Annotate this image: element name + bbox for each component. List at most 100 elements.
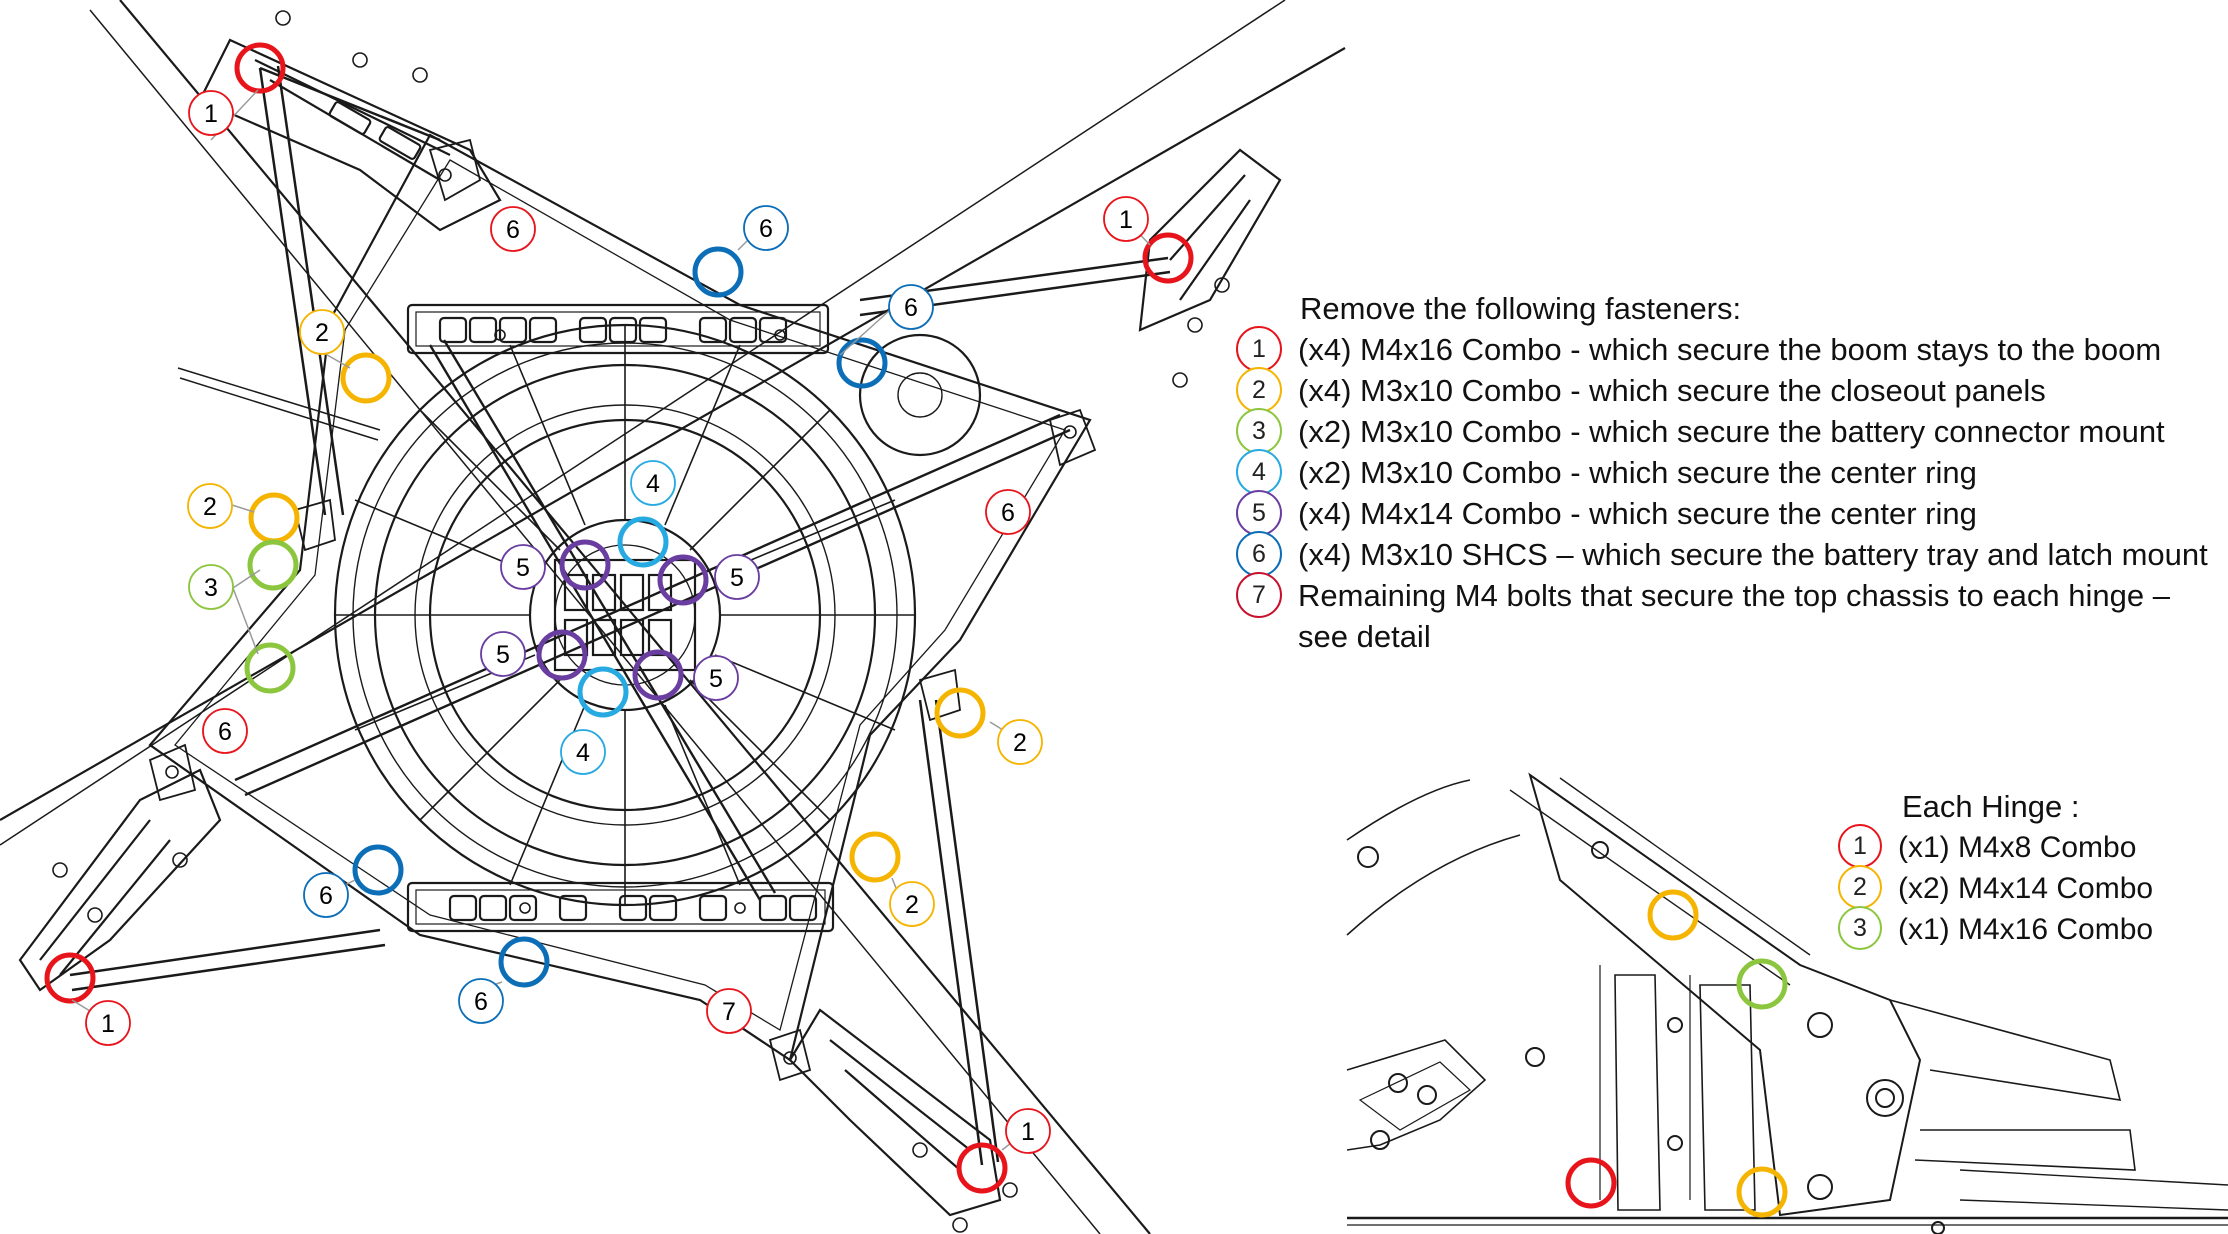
callout-2: 2 [299,309,345,355]
legend-text: (x2) M3x10 Combo - which secure the cent… [1298,455,1977,490]
callout-label: 2 [315,319,329,347]
callout-7: 7 [706,988,752,1034]
callout-label: 2 [203,493,217,521]
legend-item: 5 (x4) M4x14 Combo - which secure the ce… [1236,490,2226,536]
hinge-legend-title: Each Hinge : [1902,789,2080,824]
legend-badge: 3 [1236,408,1282,454]
callout-1: 1 [1103,196,1149,242]
legend-badge: 7 [1236,572,1282,618]
highlight-blue [692,246,744,298]
callout-4: 4 [560,729,606,775]
highlight-yellow [849,831,901,883]
highlight-purple [632,649,684,701]
side-rod [177,367,381,441]
callout-label: 2 [1013,729,1027,757]
legend-badge: 5 [1236,490,1282,536]
hinge-legend-item: 2 (x2) M4x14 Combo [1838,865,2228,909]
highlight-red [1142,232,1194,284]
callout-2: 2 [997,719,1043,765]
callout-label: 7 [722,998,736,1026]
hinge-legend-text: (x1) M4x8 Combo [1898,831,2137,864]
hinge-legend-badge: 1 [1838,824,1882,868]
callout-label: 6 [218,718,232,746]
boom-line [0,0,1286,846]
highlight-red [956,1142,1008,1194]
callout-label: 4 [576,739,590,767]
fastener-highlights [44,42,1194,1194]
callout-2: 2 [187,483,233,529]
callout-1: 1 [85,1000,131,1046]
chassis-drawing [0,0,1346,1234]
hinge-highlights [1565,889,1788,1218]
legend-text: (x4) M4x16 Combo - which secure the boom… [1298,332,2162,367]
callout-bubbles: 1 1 1 1 2 2 2 2 3 4 4 5 5 5 5 6 6 6 6 6 … [85,90,1149,1154]
boom-line [119,0,1151,1234]
callout-1: 1 [1005,1108,1051,1154]
hinge-legend-badge: 2 [1838,865,1882,909]
callout-6: 6 [458,978,504,1024]
callout-6: 6 [202,708,248,754]
callout-6: 6 [985,489,1031,535]
legend-item: 6 (x4) M3x10 SHCS – which secure the bat… [1236,531,2226,577]
callout-label: 6 [319,882,333,910]
highlight-green [247,539,299,591]
callout-6: 6 [303,872,349,918]
highlight-yellow [340,352,392,404]
highlight-blue [498,936,550,988]
legend-item: 7 Remaining M4 bolts that secure the top… [1236,572,2226,659]
callout-6: 6 [743,205,789,251]
legend-item: 4 (x2) M3x10 Combo - which secure the ce… [1236,449,2226,495]
corner-brackets [148,138,1097,1082]
callout-6: 6 [490,206,536,252]
callout-label: 5 [730,564,744,592]
latch-bar-bottom [406,881,835,933]
legend-item: 2 (x4) M3x10 Combo - which secure the cl… [1236,367,2226,413]
highlight-red [234,42,286,94]
boom-line [0,47,1346,821]
hinge-highlight-red [1565,1157,1617,1209]
highlight-purple [657,554,709,606]
highlight-purple [559,539,611,591]
callout-4: 4 [630,460,676,506]
legend-title: Remove the following fasteners: [1300,291,1742,326]
callout-3: 3 [188,564,234,610]
small-bolts [52,10,1230,1233]
highlight-red [44,952,96,1004]
callout-2: 2 [889,881,935,927]
legend-text: (x4) M4x14 Combo - which secure the cent… [1298,496,1977,531]
fastener-legend: Remove the following fasteners: 1 (x4) M… [1236,288,2226,659]
boom-stays [69,65,1171,1166]
hinge-legend-text: (x2) M4x14 Combo [1898,872,2154,905]
callout-label: 1 [204,100,218,128]
highlight-green [244,642,296,694]
callout-label: 6 [1001,499,1015,527]
boom-arm-top-left [198,38,502,232]
battery-connector-block [553,558,697,672]
callout-label: 4 [646,470,660,498]
legend-badge: 4 [1236,449,1282,495]
callout-label: 2 [905,891,919,919]
callout-label: 5 [496,641,510,669]
callout-5: 5 [480,631,526,677]
legend-badge: 2 [1236,367,1282,413]
highlight-cyan [617,516,669,568]
latch-disc [858,333,982,457]
highlight-cyan [577,666,629,718]
hinge-highlight-green [1736,958,1788,1010]
cross-struts [234,339,1071,901]
boom-arm-top-right [1138,148,1282,332]
hinge-highlight-yellow [1736,1166,1788,1218]
highlight-yellow [934,687,986,739]
callout-label: 6 [506,216,520,244]
callout-label: 5 [516,554,530,582]
hinge-legend-item: 1 (x1) M4x8 Combo [1838,824,2228,868]
callout-5: 5 [500,544,546,590]
callout-1: 1 [188,90,234,136]
callout-label: 5 [709,665,723,693]
legend-badge: 6 [1236,531,1282,577]
highlight-purple [536,629,588,681]
legend-text: (x4) M3x10 SHCS – which secure the batte… [1298,537,2208,572]
callout-label: 6 [474,988,488,1016]
legend-badge: 1 [1236,326,1282,372]
